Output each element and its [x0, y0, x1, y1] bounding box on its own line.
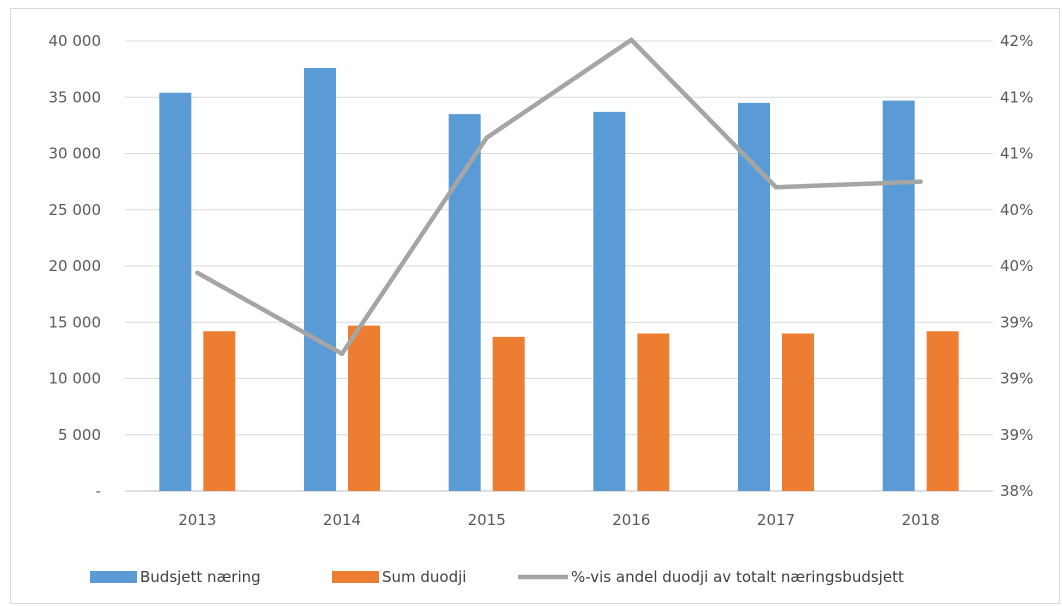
right-axis-ticks: 38% 39% 39% 39% 40% 40% 41% 41% 42% [1000, 32, 1033, 500]
percent-point-2018 [919, 180, 923, 184]
legend-label-budsjett-naering: Budsjett næring [140, 568, 261, 586]
left-tick-label: 10 000 [49, 370, 102, 388]
x-tick-label: 2016 [612, 511, 650, 529]
bar-budsjett-naering-2016 [593, 111, 626, 491]
percent-point-2014 [340, 352, 344, 356]
gridlines [125, 40, 993, 436]
legend-swatch-sum-duodji [332, 571, 379, 583]
left-tick-label: 40 000 [49, 32, 102, 50]
right-tick-label: 41% [1000, 88, 1033, 106]
x-tick-label: 2013 [178, 511, 216, 529]
bar-sum-duodji-2013 [203, 331, 236, 491]
percent-line-path [195, 37, 923, 356]
percent-line [195, 37, 923, 356]
bar-sum-duodji-2017 [782, 333, 814, 491]
right-tick-label: 41% [1000, 145, 1033, 163]
legend: Budsjett næring Sum duodji %-vis andel duo… [90, 568, 904, 586]
right-tick-label: 42% [1000, 32, 1033, 50]
legend-label-sum-duodji: Sum duodji [382, 568, 466, 586]
bar-budsjett-naering-2015 [448, 114, 481, 491]
bar-budsjett-naering-2017 [738, 102, 770, 491]
left-tick-label: 25 000 [49, 201, 102, 219]
bar-sum-duodji-2018 [926, 331, 959, 491]
x-axis-labels: 2013 2014 2015 2016 2017 2018 [178, 511, 940, 529]
bar-budsjett-naering-2013 [159, 92, 192, 491]
x-tick-label: 2015 [468, 511, 506, 529]
right-tick-label: 39% [1000, 313, 1033, 331]
left-tick-label: 15 000 [49, 313, 102, 331]
right-tick-label: 39% [1000, 426, 1033, 444]
left-tick-label: 5 000 [58, 426, 101, 444]
left-tick-label: 20 000 [49, 257, 102, 275]
percent-point-2015 [485, 136, 489, 140]
percent-point-2017 [774, 185, 778, 189]
bar-budsjett-naering-2018 [882, 100, 915, 491]
x-tick-label: 2017 [757, 511, 795, 529]
left-tick-label: 30 000 [49, 145, 102, 163]
right-tick-label: 40% [1000, 257, 1033, 275]
legend-label-percent: %-vis andel duodji av totalt næringsbuds… [571, 568, 904, 586]
bar-sum-duodji-2015 [492, 336, 525, 491]
bars [159, 68, 959, 491]
x-tick-label: 2014 [323, 511, 361, 529]
bar-budsjett-naering-2014 [304, 68, 336, 491]
left-tick-label: - [96, 482, 101, 500]
bar-sum-duodji-2014 [348, 325, 380, 491]
legend-swatch-budsjett-naering [90, 571, 137, 583]
left-axis-ticks: - 5 000 10 000 15 000 20 000 25 000 30 000 35 0… [49, 32, 102, 500]
x-tick-label: 2018 [902, 511, 940, 529]
percent-point-2016 [629, 38, 633, 42]
right-tick-label: 40% [1000, 201, 1033, 219]
bar-sum-duodji-2016 [637, 333, 670, 491]
percent-point-2013 [195, 271, 199, 275]
right-tick-label: 39% [1000, 370, 1033, 388]
right-tick-label: 38% [1000, 482, 1033, 500]
left-tick-label: 35 000 [49, 88, 102, 106]
